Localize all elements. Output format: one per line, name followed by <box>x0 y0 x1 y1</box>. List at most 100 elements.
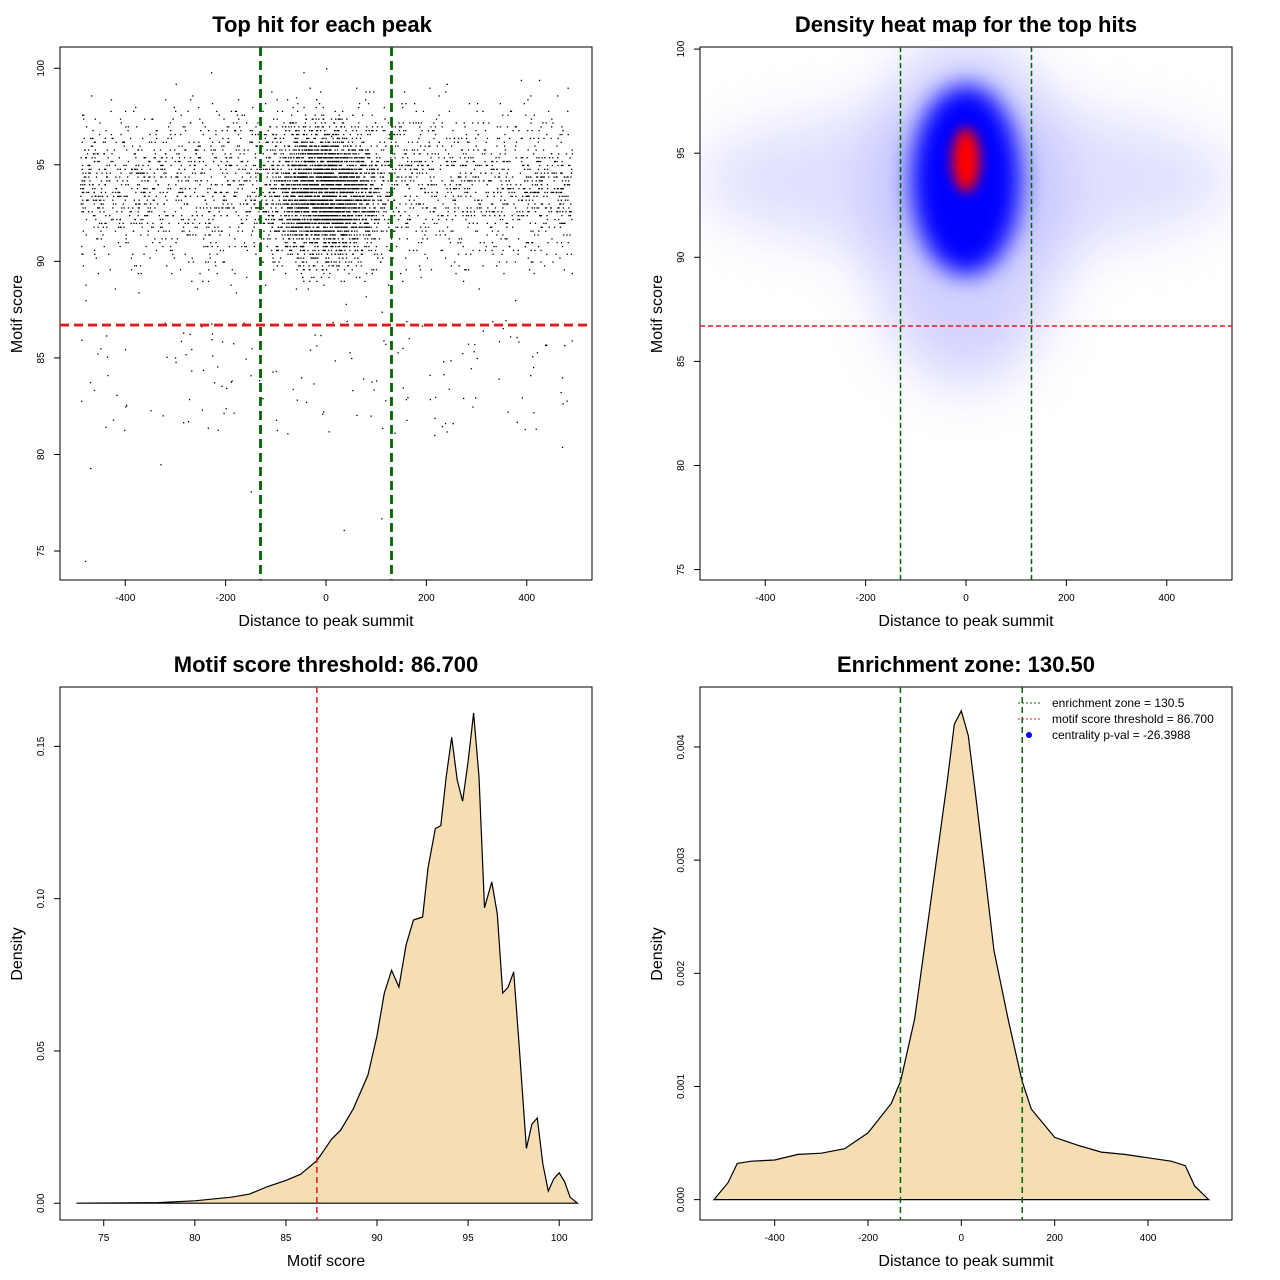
scatter-point <box>341 249 343 252</box>
scatter-point <box>152 226 154 228</box>
scatter-point <box>326 245 328 248</box>
scatter-point <box>302 238 304 240</box>
scatter-point <box>563 222 565 224</box>
scatter-point <box>183 203 186 205</box>
scatter-point <box>558 218 560 221</box>
scatter-point <box>117 191 119 194</box>
scatter-point <box>357 257 359 259</box>
scatter-point <box>509 110 512 112</box>
scatter-point <box>282 184 284 186</box>
scatter-point <box>296 218 298 221</box>
scatter-point <box>245 199 247 201</box>
scatter-point <box>125 234 127 236</box>
scatter-point <box>484 172 487 174</box>
scatter-point <box>264 195 267 197</box>
scatter-point <box>366 199 368 201</box>
scatter-point <box>255 126 257 128</box>
scatter-point <box>317 149 319 151</box>
scatter-point <box>528 195 530 197</box>
scatter-point <box>272 164 275 167</box>
scatter-point <box>363 176 365 178</box>
scatter-point <box>283 222 286 224</box>
scatter-point <box>309 87 311 89</box>
scatter-point <box>444 195 447 197</box>
scatter-point <box>269 184 271 186</box>
scatter-point <box>353 199 355 201</box>
scatter-point <box>365 130 367 132</box>
scatter-point <box>250 234 253 236</box>
scatter-point <box>306 168 308 170</box>
scatter-point <box>144 215 146 217</box>
scatter-point <box>266 176 268 178</box>
scatter-point <box>353 245 356 248</box>
scatter-point <box>219 249 221 252</box>
scatter-point <box>294 149 296 151</box>
scatter-point <box>296 222 298 224</box>
scatter-point <box>372 184 374 186</box>
scatter-point <box>299 230 301 232</box>
scatter-point <box>199 157 201 159</box>
scatter-point <box>212 141 214 143</box>
scatter-point <box>309 160 311 163</box>
scatter-point <box>83 176 85 178</box>
scatter-point <box>362 184 364 186</box>
scatter-point <box>264 195 266 197</box>
scatter-point <box>275 211 277 213</box>
scatter-point <box>348 172 350 174</box>
scatter-point <box>124 168 126 170</box>
scatter-point <box>195 234 197 236</box>
scatter-point <box>454 203 456 205</box>
scatter-point <box>81 141 83 143</box>
scatter-point <box>418 153 420 155</box>
scatter-point <box>424 226 427 228</box>
scatter-point <box>310 203 313 205</box>
scatter-point <box>183 157 186 159</box>
scatter-point <box>364 184 367 186</box>
scatter-point <box>276 211 278 213</box>
scatter-point <box>374 207 376 209</box>
scatter-point <box>408 249 411 252</box>
scatter-point <box>269 191 271 194</box>
scatter-point <box>567 199 569 201</box>
scatter-point <box>556 145 558 147</box>
scatter-point <box>190 160 192 163</box>
scatter-point <box>316 242 318 244</box>
scatter-point <box>271 199 274 201</box>
scatter-point <box>543 137 545 140</box>
scatter-point <box>433 122 435 124</box>
scatter-point <box>255 195 257 197</box>
scatter-point <box>472 157 474 159</box>
scatter-point <box>296 164 298 167</box>
scatter-point <box>309 180 311 182</box>
scatter-point <box>355 238 357 240</box>
scatter-point <box>213 199 215 201</box>
scatter-point <box>189 157 192 159</box>
scatter-point <box>246 180 248 182</box>
scatter-point <box>275 180 277 182</box>
scatter-point <box>306 137 308 140</box>
scatter-point <box>278 180 280 182</box>
scatter-point <box>528 269 531 271</box>
scatter-point <box>281 172 283 174</box>
scatter-point <box>312 180 314 182</box>
scatter-point <box>405 176 407 178</box>
scatter-point <box>80 188 82 190</box>
scatter-point <box>388 195 390 197</box>
scatter-point <box>97 226 99 228</box>
scatter-point <box>145 215 147 217</box>
scatter-point <box>316 172 318 174</box>
scatter-point <box>537 207 540 209</box>
scatter-point <box>334 242 337 244</box>
scatter-point <box>88 184 91 186</box>
scatter-point <box>313 153 316 155</box>
scatter-point <box>300 207 302 209</box>
scatter-point <box>210 242 212 244</box>
scatter-point <box>520 137 522 140</box>
scatter-point <box>430 157 432 159</box>
scatter-point <box>291 164 293 167</box>
scatter-point <box>145 245 147 248</box>
scatter-point <box>571 272 573 275</box>
scatter-point <box>245 245 248 248</box>
scatter-point <box>326 238 328 240</box>
scatter-point <box>551 172 553 174</box>
